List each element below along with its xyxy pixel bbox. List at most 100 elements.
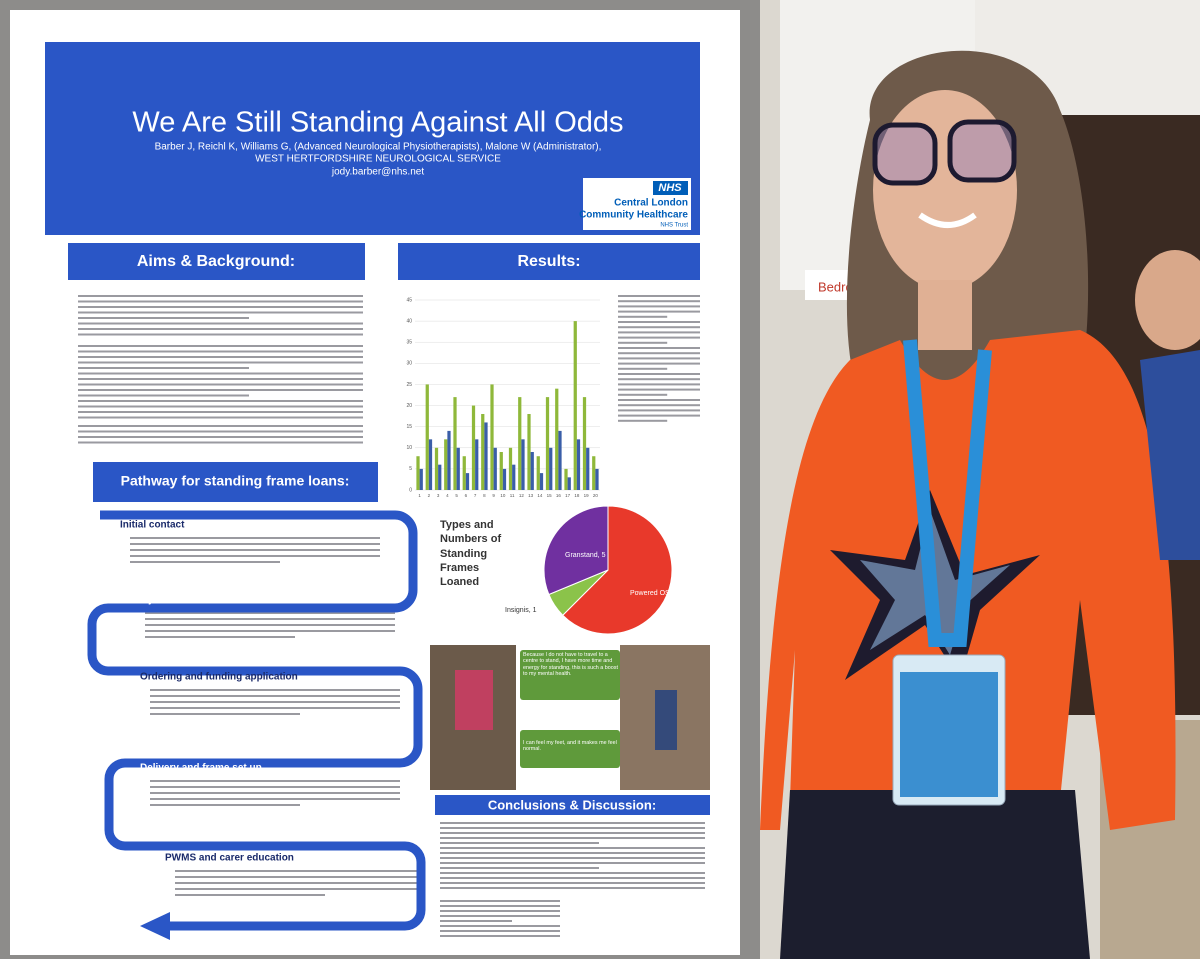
quote: Because I do not have to travel to a cen… — [523, 652, 618, 678]
text-line — [78, 311, 363, 314]
bar — [508, 447, 513, 490]
x-tick-label: 6 — [465, 493, 468, 498]
nhs-text: NHS — [658, 182, 682, 194]
text-line — [618, 310, 700, 313]
body-text — [78, 295, 705, 937]
pie-title: Types and Numbers of Standing Frames Loa… — [440, 519, 502, 588]
bar — [592, 456, 596, 490]
text-line — [145, 612, 395, 614]
text-line — [440, 827, 705, 829]
bar — [586, 447, 590, 490]
x-tick-label: 8 — [483, 493, 486, 498]
bar — [576, 439, 581, 490]
text-line — [440, 882, 705, 884]
text-line — [440, 847, 705, 849]
bar — [558, 430, 562, 490]
text-line — [618, 331, 700, 334]
text-line — [78, 356, 363, 358]
text-line — [440, 925, 560, 927]
x-tick-label: 3 — [437, 493, 440, 498]
text-line — [618, 414, 700, 417]
y-tick-label: 20 — [406, 403, 412, 409]
section-header — [435, 795, 710, 815]
quote-text: I can feel my feet, and it makes me feel… — [523, 740, 617, 753]
text-line — [150, 701, 400, 703]
y-tick-label: 10 — [406, 445, 412, 451]
nhs-badge — [653, 181, 688, 195]
bar — [444, 439, 448, 490]
text-line — [130, 543, 380, 545]
x-tick-label: 14 — [537, 493, 543, 498]
text-line — [440, 872, 705, 874]
text-line — [618, 362, 700, 365]
section-header — [68, 243, 365, 280]
text-line — [175, 888, 425, 890]
text-line — [78, 383, 363, 386]
bar — [539, 473, 544, 490]
text-line — [618, 393, 668, 396]
y-tick-label: 15 — [406, 424, 412, 430]
background-person — [1140, 350, 1200, 560]
y-tick-label: 40 — [406, 318, 412, 324]
slice-label: Insignis, 1 — [505, 607, 537, 614]
text-line — [78, 317, 249, 319]
quote-text: Because I do not have to travel to a cen… — [523, 652, 618, 678]
text-line — [78, 436, 363, 438]
text-line — [618, 409, 700, 412]
bar — [481, 414, 485, 490]
bar — [462, 456, 466, 490]
text-line — [78, 361, 363, 364]
bar — [502, 468, 507, 490]
text-line — [78, 367, 249, 369]
bar — [555, 388, 559, 490]
text-line — [150, 695, 400, 697]
text-line — [145, 630, 395, 632]
arrow-head — [140, 912, 170, 940]
text-line — [618, 347, 700, 349]
text-line — [618, 373, 700, 375]
bar — [564, 468, 568, 490]
text-line — [130, 561, 280, 563]
slice-label: Powered OSF, 10 — [630, 590, 685, 597]
glasses — [872, 122, 938, 186]
photo-figure — [655, 690, 677, 750]
text-line — [618, 352, 700, 355]
text-line — [78, 394, 249, 397]
x-tick-label: 9 — [492, 493, 495, 498]
bar — [549, 447, 553, 490]
pie-slice — [562, 505, 673, 635]
text-line — [78, 425, 363, 427]
step-title: PWMS and carer education — [165, 853, 294, 864]
bar — [428, 439, 433, 490]
bar — [530, 452, 534, 490]
text-line — [618, 321, 700, 323]
x-tick-label: 5 — [455, 493, 458, 498]
neck — [918, 280, 972, 350]
text-line — [618, 326, 700, 329]
text-line — [175, 882, 425, 884]
text-line — [78, 405, 363, 408]
text-line — [150, 707, 400, 709]
y-tick-label: 30 — [406, 361, 412, 367]
x-tick-label: 10 — [500, 493, 506, 498]
text-line — [440, 920, 512, 922]
text-line — [440, 935, 560, 937]
x-tick-label: 19 — [584, 493, 590, 498]
text-line — [78, 333, 363, 336]
x-tick-label: 7 — [474, 493, 477, 498]
text-line — [440, 877, 705, 879]
text-line — [618, 357, 700, 360]
text-line — [130, 555, 380, 557]
step-title: Initial contact — [120, 520, 185, 531]
text-line — [78, 389, 363, 391]
section-title: Pathway for standing frame loans: — [121, 473, 350, 489]
text-line — [150, 689, 400, 691]
text-line — [618, 378, 700, 381]
x-tick-label: 4 — [446, 493, 449, 498]
text-line — [78, 328, 363, 330]
x-tick-label: 13 — [528, 493, 534, 498]
text-line — [78, 430, 363, 433]
text-line — [440, 910, 560, 912]
